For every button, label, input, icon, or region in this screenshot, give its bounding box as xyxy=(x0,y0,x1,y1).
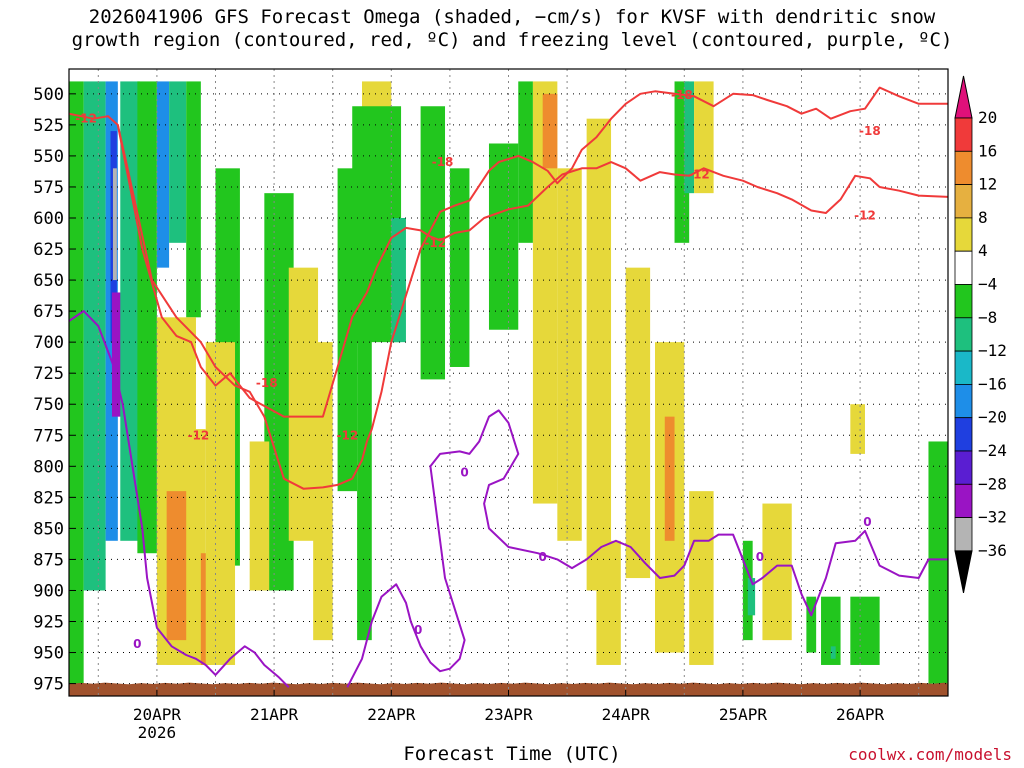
y-tick-label: 650 xyxy=(33,271,64,291)
y-tick-label: 750 xyxy=(33,395,64,415)
x-axis: 20APR2026 21APR 22APR 23APR 24APR 25APR 26APR xyxy=(133,690,885,742)
omega-region-yellow xyxy=(250,441,270,590)
colorbar-swatch xyxy=(955,418,972,451)
colorbar-swatch xyxy=(955,318,972,351)
contour-label: -12 xyxy=(854,209,876,223)
omega-region-green xyxy=(450,168,470,367)
omega-region-orange xyxy=(543,94,558,168)
y-tick-label: 675 xyxy=(33,302,64,322)
contour-label: -18 xyxy=(256,376,278,390)
contour-label: -12 xyxy=(688,168,710,182)
y-tick-label: 875 xyxy=(33,550,64,570)
omega-region-green xyxy=(69,81,84,683)
colorbar-label: −8 xyxy=(978,308,997,327)
x-tick-sublabel: 2026 xyxy=(138,723,177,742)
x-tick-label: 26APR xyxy=(836,705,885,724)
omega-region-teal xyxy=(169,81,186,242)
y-tick-label: 725 xyxy=(33,364,64,384)
contour-label: -18 xyxy=(859,124,881,138)
omega-region-yellow xyxy=(596,541,620,665)
colorbar-swatch xyxy=(955,384,972,417)
contour-label: 0 xyxy=(414,623,422,637)
y-tick-label: 775 xyxy=(33,426,64,446)
colorbar-label: −36 xyxy=(978,541,1007,560)
omega-region-green xyxy=(186,81,201,317)
colorbar-label: −32 xyxy=(978,508,1007,527)
x-tick-label: 21APR xyxy=(250,705,299,724)
colorbar-top-arrow xyxy=(955,76,972,118)
colorbar-swatch xyxy=(955,218,972,251)
omega-region-blue xyxy=(157,81,169,267)
omega-time-height-chart: -12 -12 -12 -12 -12 -12 -18 -18 -18 -18 0 0 0 0 0 0 500… xyxy=(0,0,1024,768)
colorbar-swatch xyxy=(955,251,972,284)
x-tick-label: 20APR xyxy=(133,705,182,724)
y-tick-label: 950 xyxy=(33,644,64,664)
colorbar-label: −28 xyxy=(978,474,1007,493)
colorbar-swatch xyxy=(955,285,972,318)
x-tick-label: 24APR xyxy=(602,705,651,724)
colorbar-label: −12 xyxy=(978,341,1007,360)
y-tick-label: 625 xyxy=(33,240,64,260)
omega-region-gray xyxy=(113,168,117,280)
contour-label: -18 xyxy=(671,88,693,102)
colorbar-swatch xyxy=(955,118,972,151)
y-tick-label: 925 xyxy=(33,613,64,633)
y-tick-label: 825 xyxy=(33,488,64,508)
omega-region-yellow xyxy=(762,504,791,641)
colorbar-label: 20 xyxy=(978,108,997,127)
omega-region-yellow xyxy=(557,168,581,540)
omega-region-yellow xyxy=(313,342,333,640)
contour-label: -12 xyxy=(188,428,210,442)
colorbar-bottom-arrow xyxy=(955,551,972,593)
contour-label: 0 xyxy=(756,550,764,564)
colorbar-label: −4 xyxy=(978,275,997,294)
omega-region-yellow xyxy=(206,342,235,665)
omega-region-orange xyxy=(167,491,187,640)
y-tick-label: 525 xyxy=(33,116,64,136)
colorbar-label: −20 xyxy=(978,408,1007,427)
x-tick-label: 25APR xyxy=(719,705,768,724)
colorbar: 20 16 12 8 4 −4 −8 −12 −16 −20 −24 −28 −32 −36 xyxy=(955,76,1007,593)
colorbar-swatch xyxy=(955,484,972,517)
colorbar-label: −24 xyxy=(978,441,1007,460)
colorbar-swatch xyxy=(955,351,972,384)
y-tick-label: 700 xyxy=(33,333,64,353)
y-tick-label: 850 xyxy=(33,519,64,539)
colorbar-label: 16 xyxy=(978,141,997,160)
x-tick-label: 22APR xyxy=(367,705,416,724)
y-tick-label: 800 xyxy=(33,457,64,477)
omega-region-green xyxy=(850,597,879,665)
contour-label: -12 xyxy=(424,236,446,250)
omega-region-yellow xyxy=(626,268,650,578)
y-tick-label: 500 xyxy=(33,85,64,105)
colorbar-swatch xyxy=(955,185,972,218)
omega-region-green xyxy=(137,81,157,553)
contour-label: -12 xyxy=(337,428,359,442)
omega-region-green xyxy=(928,441,948,683)
colorbar-label: 12 xyxy=(978,175,997,194)
contour-label: 0 xyxy=(539,550,547,564)
omega-region-yellow xyxy=(850,404,865,454)
y-tick-label: 575 xyxy=(33,178,64,198)
colorbar-label: 4 xyxy=(978,241,988,260)
y-tick-label: 900 xyxy=(33,581,64,601)
source-credit: coolwx.com/models xyxy=(848,745,1012,764)
y-tick-label: 975 xyxy=(33,675,64,695)
contour-label: -18 xyxy=(432,155,454,169)
y-tick-label: 550 xyxy=(33,147,64,167)
omega-region-yellow xyxy=(689,491,713,665)
contour-label: -12 xyxy=(75,112,97,126)
contour-label: 0 xyxy=(460,466,468,480)
omega-region-yellow xyxy=(587,119,611,591)
colorbar-swatch xyxy=(955,451,972,484)
omega-region-green xyxy=(489,143,518,329)
contour-label: 0 xyxy=(133,637,141,651)
x-tick-label: 23APR xyxy=(484,705,533,724)
colorbar-swatch xyxy=(955,518,972,551)
colorbar-label: 8 xyxy=(978,208,988,227)
y-tick-label: 600 xyxy=(33,209,64,229)
colorbar-swatch xyxy=(955,151,972,184)
colorbar-label: −16 xyxy=(978,374,1007,393)
contour-label: 0 xyxy=(863,515,871,529)
